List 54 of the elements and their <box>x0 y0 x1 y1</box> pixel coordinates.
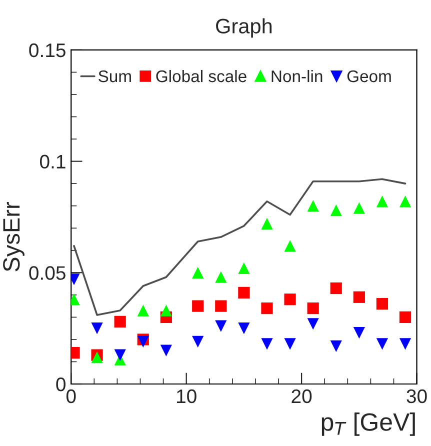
point <box>261 218 273 230</box>
point <box>192 266 204 278</box>
chart-title: Graph <box>216 18 272 38</box>
point <box>376 338 388 350</box>
point <box>399 311 412 324</box>
line-series <box>73 178 406 316</box>
point <box>330 282 342 294</box>
point <box>215 320 227 332</box>
point <box>160 304 172 316</box>
point <box>353 291 365 303</box>
x-tick-label: 10 <box>177 389 196 404</box>
point <box>284 240 296 252</box>
point <box>137 304 149 316</box>
point <box>376 196 388 208</box>
legend-label: Geom <box>347 70 391 82</box>
x-tick-label: 0 <box>66 389 76 404</box>
point <box>192 336 204 348</box>
point <box>330 340 342 352</box>
x-axis-title: p$_{T}$ [GeV] <box>322 412 415 436</box>
y-tick-label: 0.15 <box>29 43 66 58</box>
point <box>238 262 250 274</box>
x-tick-label: 20 <box>292 389 312 404</box>
y-tick-label: 0 <box>56 377 66 392</box>
point <box>238 322 250 334</box>
point <box>307 302 319 314</box>
point <box>238 286 250 299</box>
legend-label: Global scale <box>156 70 246 82</box>
point <box>91 322 103 334</box>
point <box>192 300 204 312</box>
y-tick-label: 0.1 <box>40 154 66 169</box>
point <box>376 298 388 310</box>
point <box>215 300 227 312</box>
point <box>307 200 319 212</box>
y-axis-title: SysErr <box>3 202 24 272</box>
point <box>399 196 412 208</box>
point <box>114 316 126 328</box>
y-tick-label: 0.05 <box>29 266 66 280</box>
point <box>137 336 149 348</box>
legend-label: Non-lin <box>272 70 322 82</box>
point <box>114 349 126 361</box>
point <box>330 204 342 216</box>
x-tick-label: 30 <box>406 389 427 404</box>
point <box>91 351 103 364</box>
point <box>353 202 365 214</box>
legend-label: Sum <box>98 70 131 82</box>
point <box>307 318 319 330</box>
point <box>215 271 227 283</box>
point <box>399 338 412 350</box>
point <box>261 338 273 350</box>
point <box>284 294 296 306</box>
point <box>261 302 273 314</box>
point <box>353 326 365 339</box>
point <box>284 338 296 350</box>
point <box>160 344 172 356</box>
